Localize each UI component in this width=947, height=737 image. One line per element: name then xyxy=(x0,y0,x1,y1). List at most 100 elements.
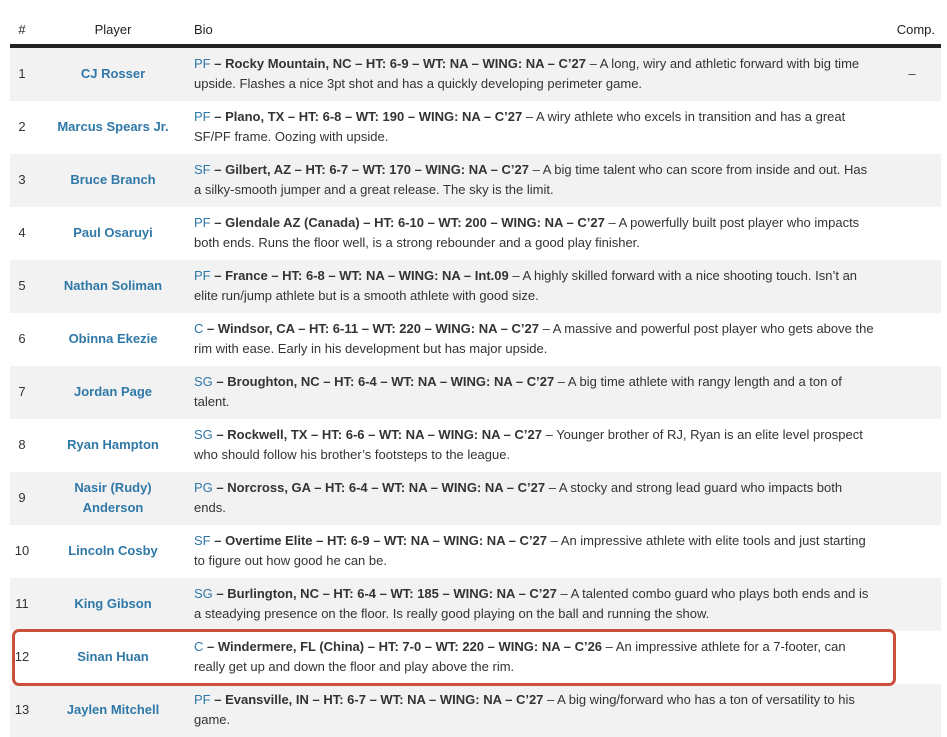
position-link[interactable]: SF xyxy=(194,162,211,177)
prospect-rankings-table: # Player Bio Comp. 1 CJ Rosser PF – Rocky … xyxy=(10,14,941,737)
table-row: 13 Jaylen Mitchell PF – Evansville, IN – H… xyxy=(10,684,941,737)
player-comp xyxy=(883,260,941,313)
player-comp xyxy=(883,207,941,260)
player-link[interactable]: CJ Rosser xyxy=(80,66,146,81)
player-bio: PF – Glendale AZ (Canada) – HT: 6-10 – W… xyxy=(188,207,883,260)
player-comp xyxy=(883,472,941,525)
player-description: – A big time talent who can score from i… xyxy=(194,162,868,197)
player-link[interactable]: Ryan Hampton xyxy=(67,437,159,452)
player-link[interactable]: Obinna Ekezie xyxy=(68,331,158,346)
player-bio: SG – Rockwell, TX – HT: 6-6 – WT: NA – W… xyxy=(188,419,883,472)
player-details: – Rocky Mountain, NC – HT: 6-9 – WT: NA … xyxy=(210,56,586,71)
player-link[interactable]: Bruce Branch xyxy=(70,172,156,187)
position-link[interactable]: SF xyxy=(194,533,211,548)
player-link[interactable]: Nathan Soliman xyxy=(63,278,163,293)
player-bio: PF – Plano, TX – HT: 6-8 – WT: 190 – WIN… xyxy=(188,101,883,154)
player-bio: PF – France – HT: 6-8 – WT: NA – WING: N… xyxy=(188,260,883,313)
table-row: 4 Paul Osaruyi PF – Glendale AZ (Canada) –… xyxy=(10,207,941,260)
player-description: – A stocky and strong lead guard who imp… xyxy=(194,480,843,515)
player-link[interactable]: Marcus Spears Jr. xyxy=(57,119,169,134)
player-link[interactable]: Jaylen Mitchell xyxy=(66,702,160,717)
player-description: – A big time athlete with rangy length a… xyxy=(194,374,842,409)
header-comp: Comp. xyxy=(883,14,941,48)
position-link[interactable]: C xyxy=(194,639,204,654)
player-link[interactable]: Lincoln Cosby xyxy=(68,543,158,558)
player-details: – Plano, TX – HT: 6-8 – WT: 190 – WING: … xyxy=(210,109,523,124)
player-link[interactable]: Sinan Huan xyxy=(77,649,149,664)
rank-number: 12 xyxy=(14,649,30,664)
player-description: – A talented combo guard who plays both … xyxy=(194,586,869,621)
position-link[interactable]: C xyxy=(194,321,204,336)
table-row: 10 Lincoln Cosby SF – Overtime Elite – HT:… xyxy=(10,525,941,578)
position-link[interactable]: SG xyxy=(194,427,213,442)
player-comp xyxy=(883,366,941,419)
player-bio: SG – Burlington, NC – HT: 6-4 – WT: 185 … xyxy=(188,578,883,631)
player-bio: C – Windermere, FL (China) – HT: 7-0 – W… xyxy=(188,631,883,684)
player-details: – Norcross, GA – HT: 6-4 – WT: NA – WING… xyxy=(212,480,546,495)
position-link[interactable]: PF xyxy=(194,109,211,124)
player-link[interactable]: Paul Osaruyi xyxy=(73,225,153,240)
player-bio: PF – Evansville, IN – HT: 6-7 – WT: NA –… xyxy=(188,684,883,737)
player-comp xyxy=(883,154,941,207)
table-row: 7 Jordan Page SG – Broughton, NC – HT: 6-4… xyxy=(10,366,941,419)
player-comp xyxy=(883,631,941,684)
header-player: Player xyxy=(38,14,188,48)
table-row: 3 Bruce Branch SF – Gilbert, AZ – HT: 6-7 … xyxy=(10,154,941,207)
player-details: – Windsor, CA – HT: 6-11 – WT: 220 – WIN… xyxy=(203,321,539,336)
position-link[interactable]: PF xyxy=(194,56,211,71)
player-comp xyxy=(883,525,941,578)
player-description: – A wiry athlete who excels in transitio… xyxy=(194,109,846,144)
position-link[interactable]: PF xyxy=(194,215,211,230)
table-row: 8 Ryan Hampton SG – Rockwell, TX – HT: 6-6… xyxy=(10,419,941,472)
player-details: – Windermere, FL (China) – HT: 7-0 – WT:… xyxy=(203,639,603,654)
position-link[interactable]: PG xyxy=(194,480,213,495)
player-link[interactable]: King Gibson xyxy=(74,596,152,611)
position-link[interactable]: PF xyxy=(194,692,211,707)
header-num: # xyxy=(10,14,38,48)
player-details: – Glendale AZ (Canada) – HT: 6-10 – WT: … xyxy=(210,215,605,230)
player-description: – A highly skilled forward with a nice s… xyxy=(194,268,858,303)
rank-number: 8 xyxy=(18,437,26,452)
player-comp: – xyxy=(883,46,941,101)
rank-number: 11 xyxy=(10,578,38,631)
player-details: – Broughton, NC – HT: 6-4 – WT: NA – WIN… xyxy=(212,374,555,389)
rank-number: 1 xyxy=(10,46,38,101)
player-details: – Overtime Elite – HT: 6-9 – WT: NA – WI… xyxy=(210,533,548,548)
player-bio: SF – Overtime Elite – HT: 6-9 – WT: NA –… xyxy=(188,525,883,578)
table-header-row: # Player Bio Comp. xyxy=(10,14,941,48)
player-bio: C – Windsor, CA – HT: 6-11 – WT: 220 – W… xyxy=(188,313,883,366)
rank-number: 7 xyxy=(10,366,38,419)
player-bio: PF – Rocky Mountain, NC – HT: 6-9 – WT: … xyxy=(188,46,883,101)
rank-number: 13 xyxy=(10,684,38,737)
rank-number: 9 xyxy=(10,472,38,525)
player-bio: SG – Broughton, NC – HT: 6-4 – WT: NA – … xyxy=(188,366,883,419)
table-row: 1 CJ Rosser PF – Rocky Mountain, NC – HT: … xyxy=(10,46,941,101)
table-row: 12 Sinan Huan C – Windermere, FL (China) –… xyxy=(10,631,941,684)
rank-number: 4 xyxy=(18,225,26,240)
player-description: – A massive and powerful post player who… xyxy=(194,321,874,356)
table-row: 5 Nathan Soliman PF – France – HT: 6-8 – W… xyxy=(10,260,941,313)
table-row: 6 Obinna Ekezie C – Windsor, CA – HT: 6-11… xyxy=(10,313,941,366)
player-description: – A powerfully built post player who imp… xyxy=(194,215,860,250)
player-description: – An impressive athlete with elite tools… xyxy=(194,533,866,568)
rank-number: 6 xyxy=(18,331,26,346)
position-link[interactable]: SG xyxy=(194,586,213,601)
player-details: – France – HT: 6-8 – WT: NA – WING: NA –… xyxy=(210,268,509,283)
position-link[interactable]: SG xyxy=(194,374,213,389)
position-link[interactable]: PF xyxy=(194,268,211,283)
player-bio: PG – Norcross, GA – HT: 6-4 – WT: NA – W… xyxy=(188,472,883,525)
player-description: – A long, wiry and athletic forward with… xyxy=(194,56,860,91)
player-comp xyxy=(883,578,941,631)
rank-number: 10 xyxy=(14,543,30,558)
player-link[interactable]: Jordan Page xyxy=(73,384,153,399)
player-details: – Evansville, IN – HT: 6-7 – WT: NA – WI… xyxy=(210,692,544,707)
player-comp xyxy=(883,313,941,366)
player-bio: SF – Gilbert, AZ – HT: 6-7 – WT: 170 – W… xyxy=(188,154,883,207)
player-comp xyxy=(883,419,941,472)
player-details: – Gilbert, AZ – HT: 6-7 – WT: 170 – WING… xyxy=(210,162,529,177)
player-details: – Rockwell, TX – HT: 6-6 – WT: NA – WING… xyxy=(212,427,542,442)
player-link[interactable]: Nasir (Rudy) Anderson xyxy=(74,480,152,515)
table-row: 9 Nasir (Rudy) Anderson PG – Norcross, GA … xyxy=(10,472,941,525)
rank-number: 3 xyxy=(10,154,38,207)
table-row: 11 King Gibson SG – Burlington, NC – HT: 6… xyxy=(10,578,941,631)
